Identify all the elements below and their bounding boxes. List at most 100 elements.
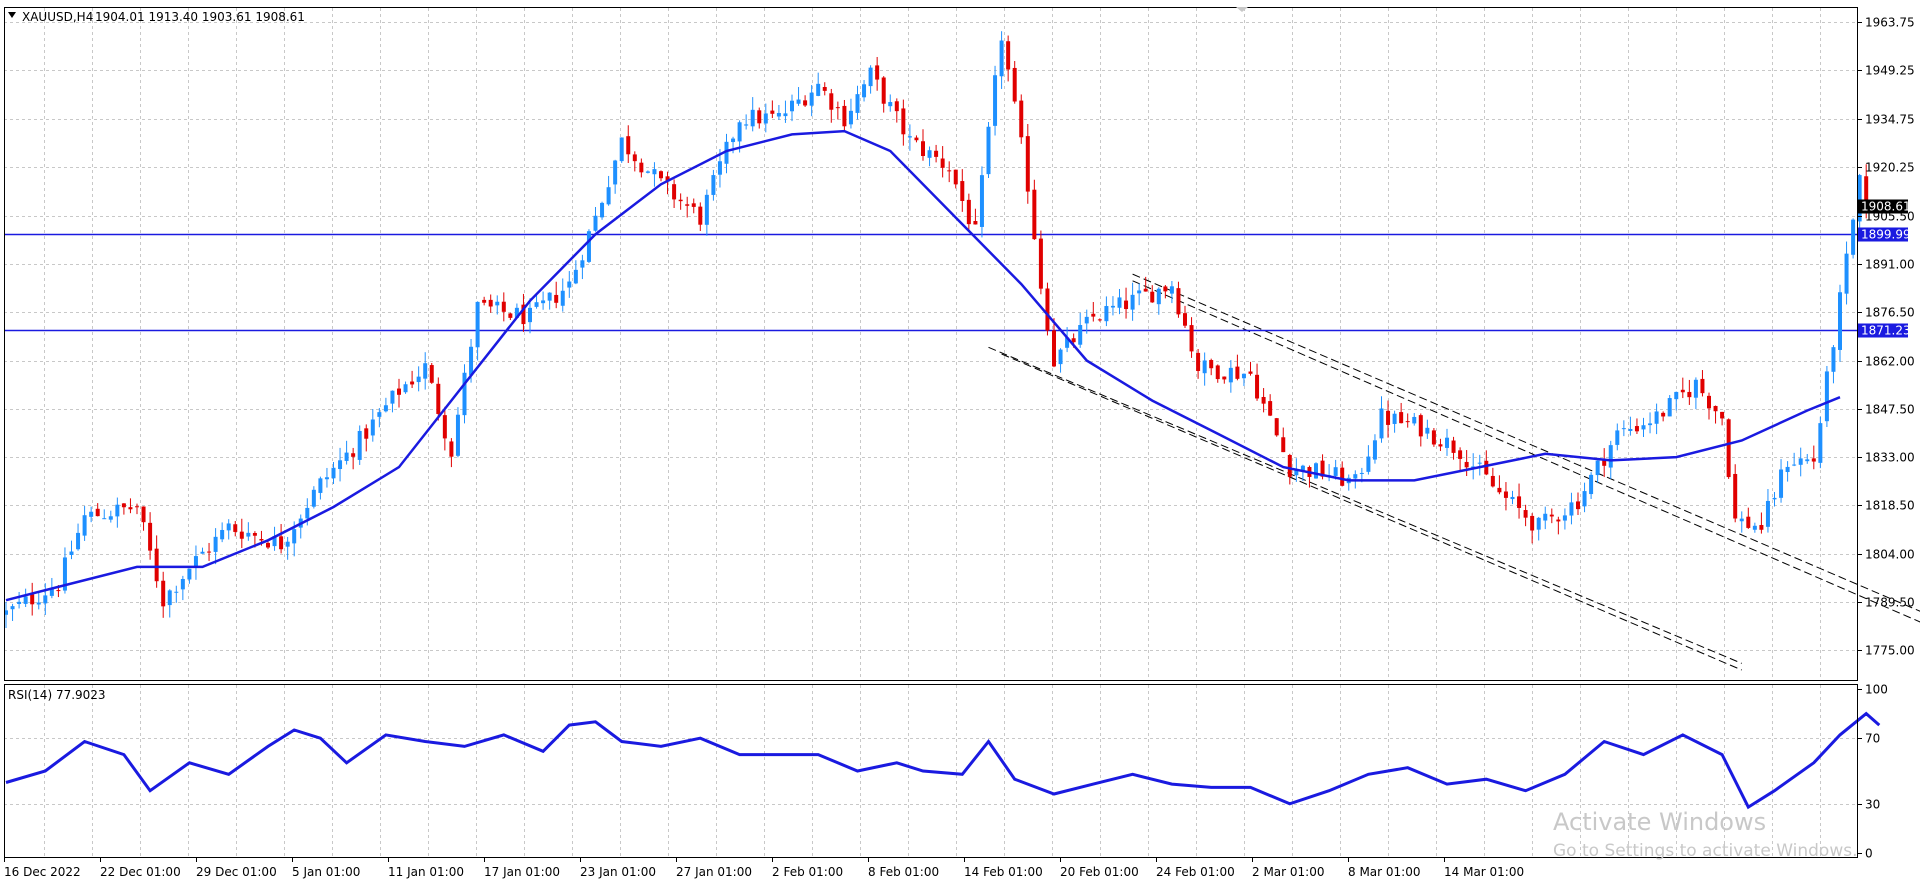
candle-body [1274,418,1279,436]
candle-body [1759,525,1764,530]
candle-body [1281,437,1286,453]
candle-body [488,299,493,307]
candle-body [1824,371,1829,422]
candle-body [1405,421,1410,423]
horizontal-levels[interactable] [4,233,1857,332]
candle-body [1209,360,1214,369]
candle-body [1097,319,1102,321]
candle-body [1438,444,1443,447]
time-axis: 16 Dec 2022 22 Dec 01:00 29 Dec 01:00 5 Jan… [4,857,1524,879]
candle-body [1353,474,1358,479]
candle-body [1104,306,1109,322]
candle-body [1464,461,1469,468]
time-tick-label: 17 Jan 01:00 [484,865,560,879]
candle-body [999,40,1004,77]
candle-body [1078,325,1083,345]
candle-body [888,102,893,107]
candle-body [901,108,906,135]
candle-body [600,202,605,218]
candle-body [1366,456,1371,472]
time-tick-label: 11 Jan 01:00 [388,865,464,879]
level-tag-label: 1871.23 [1861,324,1911,338]
candle-body [1687,391,1692,398]
candle-body [1091,313,1096,317]
candle-body [1739,518,1744,522]
candle-body [324,477,329,480]
candle-body [875,65,880,80]
candle-body [711,175,716,195]
candle-body [436,383,441,414]
candle-body [1634,426,1639,432]
candle-body [744,124,749,126]
main-grid [4,8,1857,680]
candle-body [135,506,139,508]
candle-body [940,158,945,168]
candle-body [1595,460,1600,476]
candle-body [921,141,925,157]
candle-body [1386,410,1391,425]
candle-body [69,551,74,555]
candle-body [475,301,480,348]
candle-body [1831,347,1836,372]
candle-body [429,365,434,383]
candle-body [1569,502,1574,516]
candle-body [36,602,41,605]
candle-body [986,126,991,175]
candle-body [161,580,166,607]
candle-body [462,372,467,416]
candle-body [1202,360,1207,374]
candle-body [167,590,172,606]
time-tick-label: 8 Feb 01:00 [868,865,939,879]
candle-body [586,231,591,262]
channel-line [988,346,1742,664]
candle-body [187,568,192,580]
price-tick-label: 1862.00 [1865,355,1915,369]
level-tag-label: 1899.99 [1861,228,1911,242]
candle-body [1372,440,1377,460]
channel-lines[interactable] [988,273,1920,671]
candle-body [1530,515,1535,531]
candle-body [1156,288,1161,305]
candle-body [704,194,709,225]
candle-body [1058,349,1063,365]
candle-body [1484,460,1489,475]
candle-body [947,170,952,172]
time-tick-label: 27 Jan 01:00 [676,865,752,879]
price-axis: 1775.00 1789.50 1804.00 1818.50 1833.00 1847.… [1857,16,1915,658]
candle-body [338,460,343,470]
candle-body [1169,286,1174,294]
candle-body [979,175,984,227]
candle-body [10,606,15,610]
candle-body [469,346,474,376]
candle-body [43,595,48,604]
candle-body [95,508,100,517]
candle-body [410,381,415,385]
candle-body [731,138,736,143]
candle-body [1065,337,1070,348]
scroll-marker-icon[interactable] [1236,7,1248,12]
moving-average-line[interactable] [5,129,1841,602]
candle-body [1490,475,1495,487]
candle-body [1654,411,1659,424]
candle-body [1268,401,1273,416]
candle-body [285,541,290,547]
candle-body [200,551,205,554]
candle-body [573,269,578,284]
candle-body [1418,415,1423,437]
candle-body [567,281,572,288]
rsi-tick-label: 0 [1865,847,1873,861]
collapse-triangle-icon[interactable] [8,12,16,18]
candle-body [1431,430,1436,445]
channel-line [1132,280,1920,623]
level-tag [1858,323,1908,338]
candle-body [226,523,231,531]
candle-body [1536,517,1541,530]
candle-body [1844,253,1849,294]
candle-body [23,596,28,604]
price-tick-label: 1920.25 [1865,161,1915,175]
candle-body [279,536,284,550]
candle-body [305,507,310,519]
candle-body [1228,367,1233,383]
